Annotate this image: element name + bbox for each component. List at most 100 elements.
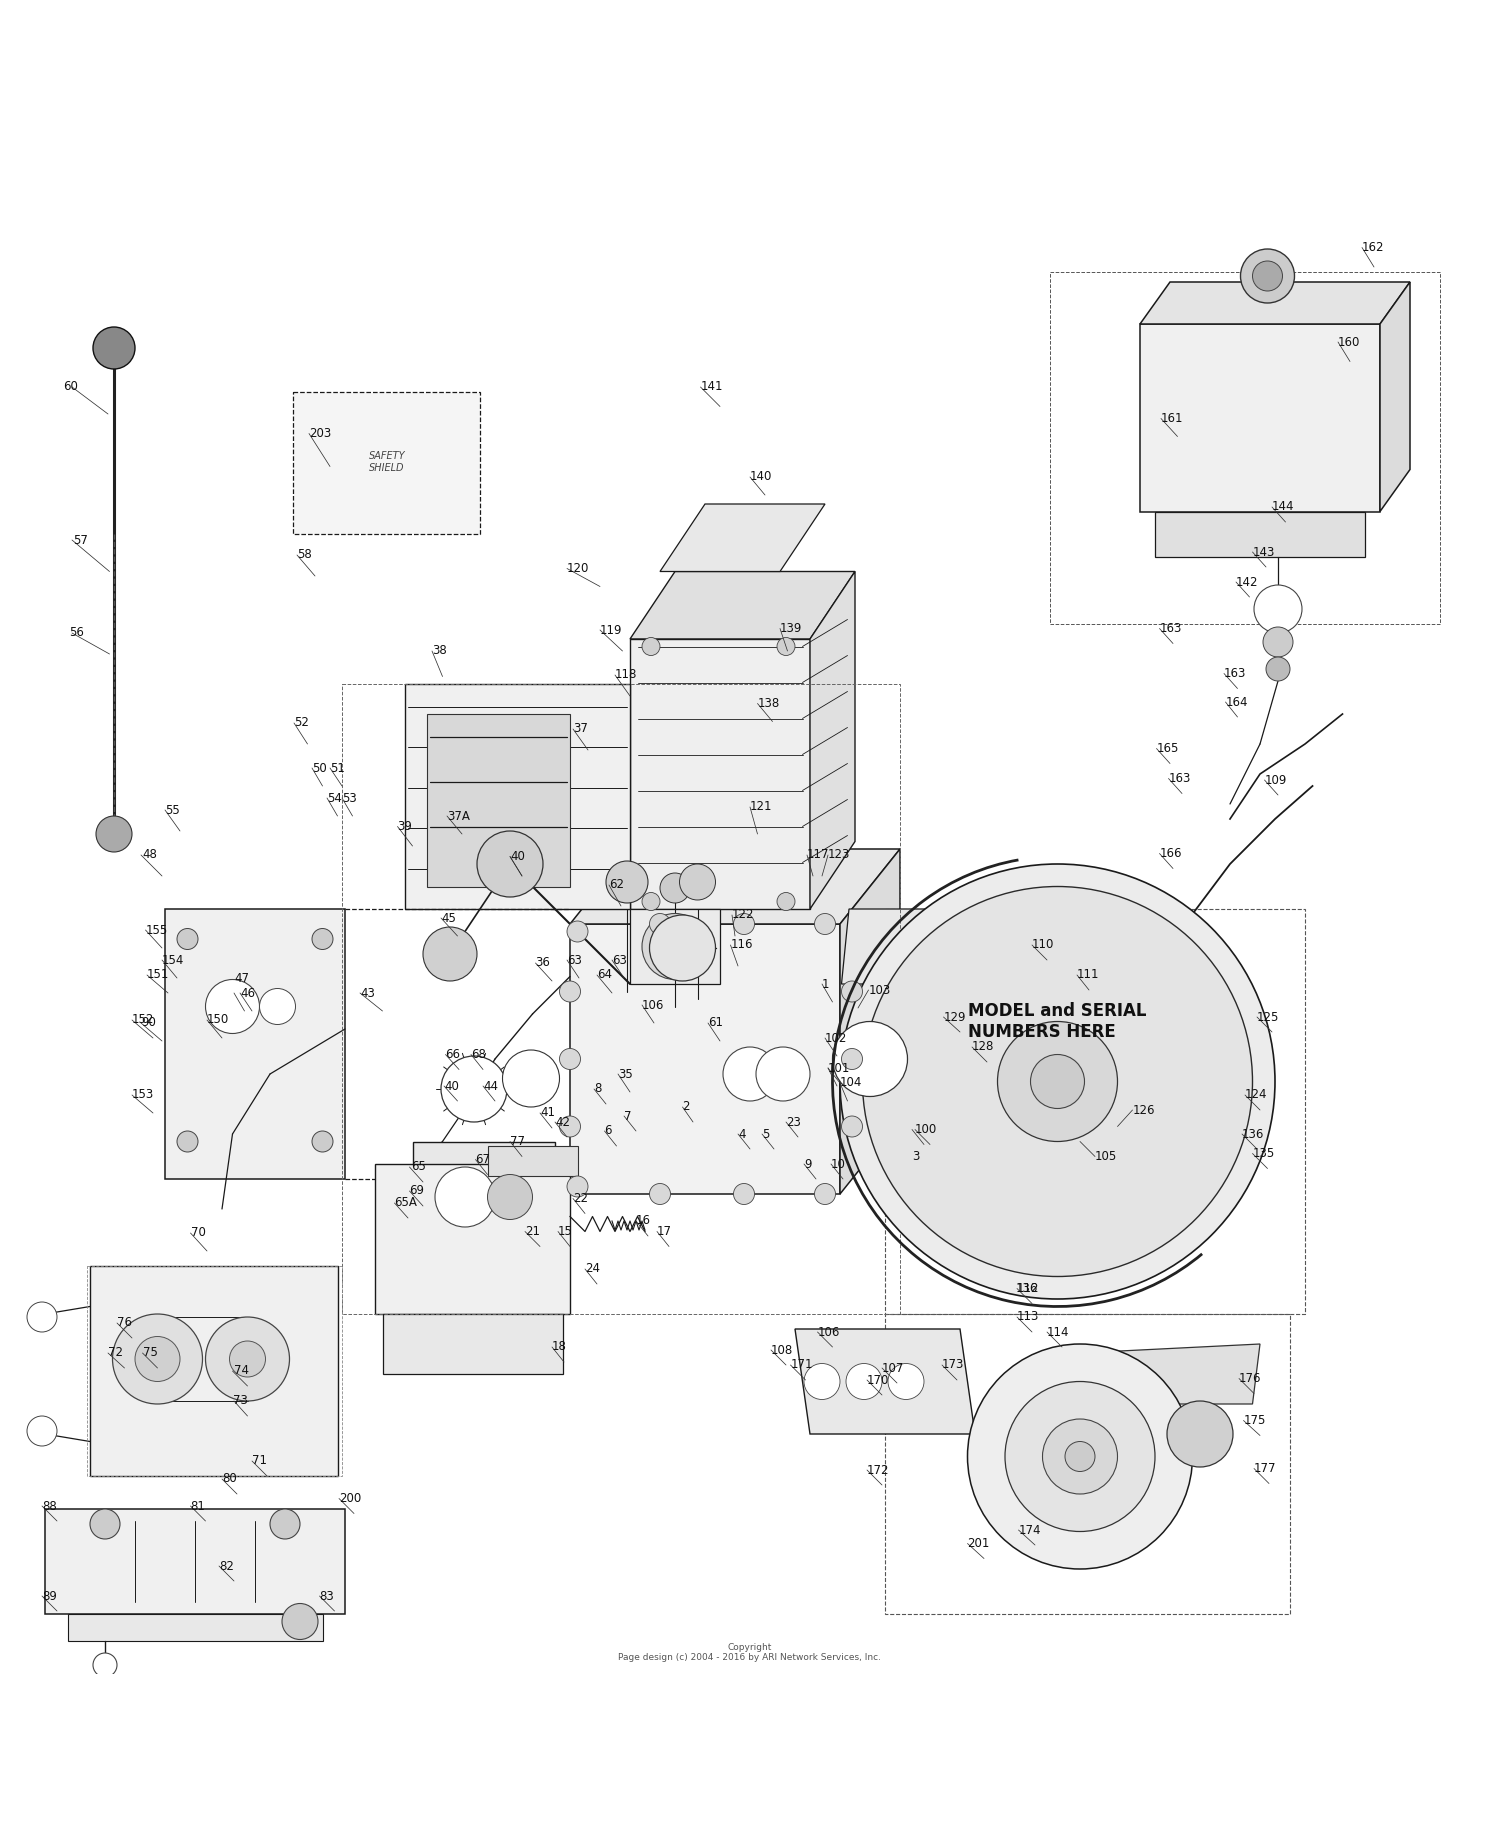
Text: 44: 44 bbox=[483, 1079, 498, 1092]
Text: 128: 128 bbox=[972, 1040, 994, 1053]
Polygon shape bbox=[1380, 283, 1410, 512]
Text: 23: 23 bbox=[786, 1116, 801, 1129]
Text: 177: 177 bbox=[1254, 1462, 1276, 1475]
Text: 61: 61 bbox=[708, 1016, 723, 1029]
Text: 120: 120 bbox=[567, 562, 590, 575]
Circle shape bbox=[1240, 249, 1294, 303]
Polygon shape bbox=[1140, 323, 1380, 512]
Text: 7: 7 bbox=[624, 1109, 632, 1122]
Circle shape bbox=[846, 1364, 882, 1399]
Text: 63: 63 bbox=[612, 954, 627, 967]
Text: 114: 114 bbox=[1047, 1325, 1070, 1338]
Text: 142: 142 bbox=[1236, 575, 1258, 588]
Circle shape bbox=[842, 1048, 862, 1070]
Circle shape bbox=[650, 915, 716, 981]
Text: 3: 3 bbox=[912, 1149, 920, 1162]
Text: 163: 163 bbox=[1224, 667, 1246, 680]
Text: 76: 76 bbox=[117, 1316, 132, 1329]
Circle shape bbox=[777, 893, 795, 911]
Polygon shape bbox=[660, 505, 825, 571]
Circle shape bbox=[1254, 586, 1302, 634]
Text: 113: 113 bbox=[1017, 1310, 1040, 1323]
Polygon shape bbox=[68, 1613, 322, 1641]
Text: 161: 161 bbox=[1161, 412, 1184, 425]
Polygon shape bbox=[420, 1299, 548, 1358]
Text: 138: 138 bbox=[758, 697, 780, 710]
Circle shape bbox=[477, 832, 543, 896]
Polygon shape bbox=[375, 1164, 570, 1314]
Circle shape bbox=[560, 1116, 580, 1137]
Text: 201: 201 bbox=[968, 1538, 990, 1550]
Polygon shape bbox=[795, 1329, 975, 1434]
Circle shape bbox=[642, 893, 660, 911]
Circle shape bbox=[27, 1303, 57, 1332]
Text: 116: 116 bbox=[730, 939, 753, 952]
Circle shape bbox=[560, 1048, 580, 1070]
Polygon shape bbox=[630, 571, 855, 639]
Circle shape bbox=[842, 981, 862, 1002]
Text: 171: 171 bbox=[790, 1358, 813, 1371]
Text: 56: 56 bbox=[69, 626, 84, 639]
Text: 174: 174 bbox=[1019, 1523, 1041, 1536]
Circle shape bbox=[842, 1116, 862, 1137]
Circle shape bbox=[998, 1022, 1118, 1142]
Circle shape bbox=[270, 1510, 300, 1539]
Text: RepairPartsNow.com: RepairPartsNow.com bbox=[562, 850, 848, 937]
Text: 165: 165 bbox=[1156, 743, 1179, 756]
Circle shape bbox=[606, 861, 648, 904]
Text: 126: 126 bbox=[1132, 1103, 1155, 1116]
Text: 74: 74 bbox=[234, 1364, 249, 1377]
Text: Copyright
Page design (c) 2004 - 2016 by ARI Network Services, Inc.: Copyright Page design (c) 2004 - 2016 by… bbox=[618, 1643, 882, 1661]
Circle shape bbox=[804, 1364, 840, 1399]
Text: 144: 144 bbox=[1272, 501, 1294, 514]
Text: 164: 164 bbox=[1226, 695, 1248, 708]
Text: 141: 141 bbox=[700, 381, 723, 394]
Circle shape bbox=[723, 1048, 777, 1101]
Polygon shape bbox=[1155, 512, 1365, 556]
Text: 102: 102 bbox=[825, 1031, 848, 1044]
Circle shape bbox=[96, 817, 132, 852]
Text: 101: 101 bbox=[828, 1061, 850, 1074]
Circle shape bbox=[423, 928, 477, 981]
Circle shape bbox=[833, 1022, 908, 1096]
Text: 82: 82 bbox=[219, 1560, 234, 1573]
Circle shape bbox=[560, 981, 580, 1002]
Text: 175: 175 bbox=[1244, 1414, 1266, 1427]
Text: 119: 119 bbox=[600, 623, 622, 636]
Text: 65A: 65A bbox=[394, 1196, 417, 1209]
Text: 90: 90 bbox=[141, 1016, 156, 1029]
Text: 103: 103 bbox=[868, 983, 891, 996]
Circle shape bbox=[1065, 1441, 1095, 1471]
Text: 42: 42 bbox=[555, 1116, 570, 1129]
Polygon shape bbox=[488, 1146, 578, 1175]
Polygon shape bbox=[382, 1314, 562, 1375]
Text: 152: 152 bbox=[132, 1013, 154, 1026]
Text: 67: 67 bbox=[476, 1153, 490, 1166]
Text: 64: 64 bbox=[597, 968, 612, 981]
Polygon shape bbox=[810, 571, 855, 909]
Text: 104: 104 bbox=[840, 1077, 862, 1090]
Text: 9: 9 bbox=[804, 1157, 812, 1170]
Text: 75: 75 bbox=[142, 1347, 158, 1360]
Text: 71: 71 bbox=[252, 1454, 267, 1467]
Text: 65: 65 bbox=[411, 1161, 426, 1173]
Circle shape bbox=[93, 327, 135, 370]
Polygon shape bbox=[427, 713, 570, 887]
Polygon shape bbox=[413, 1142, 555, 1299]
Text: 151: 151 bbox=[147, 968, 170, 981]
Circle shape bbox=[840, 865, 1275, 1299]
Text: 8: 8 bbox=[594, 1083, 602, 1096]
Text: 110: 110 bbox=[1032, 939, 1054, 952]
Polygon shape bbox=[165, 909, 345, 1179]
Circle shape bbox=[1167, 1401, 1233, 1467]
Polygon shape bbox=[570, 848, 900, 924]
Text: 5: 5 bbox=[762, 1127, 770, 1140]
Polygon shape bbox=[90, 1266, 338, 1477]
Text: 4: 4 bbox=[738, 1127, 746, 1140]
Circle shape bbox=[888, 1364, 924, 1399]
Polygon shape bbox=[950, 894, 1020, 976]
Circle shape bbox=[734, 913, 754, 935]
Polygon shape bbox=[630, 639, 810, 909]
Circle shape bbox=[1252, 261, 1282, 290]
Polygon shape bbox=[1140, 283, 1410, 323]
